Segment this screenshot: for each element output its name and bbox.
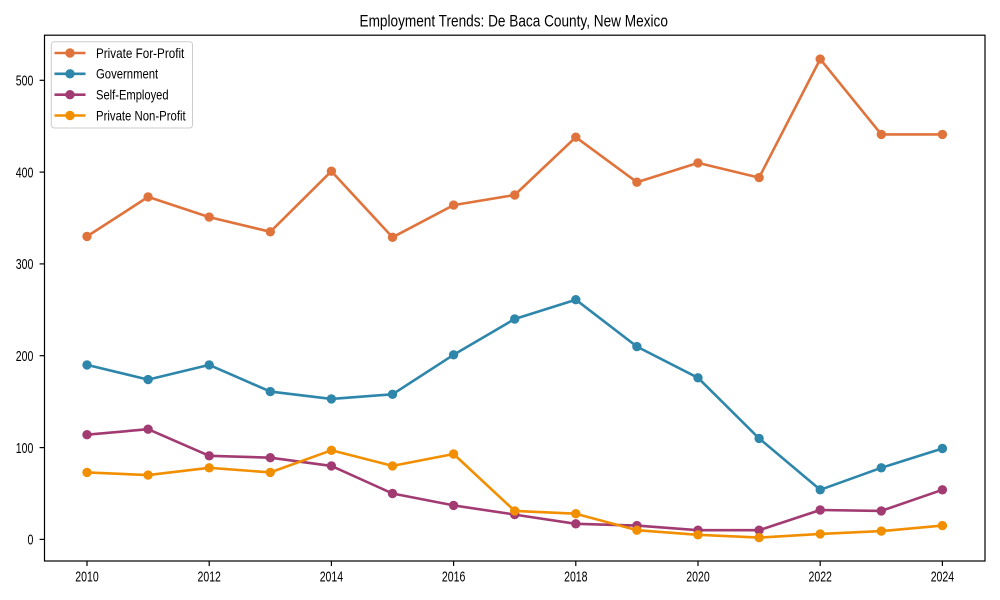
svg-text:500: 500 — [16, 74, 34, 90]
svg-text:0: 0 — [28, 533, 34, 549]
svg-text:Private For-Profit: Private For-Profit — [96, 46, 184, 61]
svg-text:Private Non-Profit: Private Non-Profit — [96, 108, 186, 123]
svg-text:2016: 2016 — [442, 570, 465, 586]
svg-text:400: 400 — [16, 165, 34, 181]
svg-text:Employment Trends: De Baca Cou: Employment Trends: De Baca County, New M… — [360, 13, 668, 31]
svg-text:2024: 2024 — [931, 570, 954, 586]
svg-text:2010: 2010 — [75, 570, 98, 586]
svg-text:2020: 2020 — [686, 570, 709, 586]
svg-text:2022: 2022 — [809, 570, 832, 586]
svg-text:Government: Government — [96, 67, 158, 82]
svg-text:Self-Employed: Self-Employed — [96, 88, 169, 103]
svg-text:2018: 2018 — [564, 570, 587, 586]
svg-text:100: 100 — [16, 441, 34, 457]
svg-text:200: 200 — [16, 349, 34, 365]
svg-text:300: 300 — [16, 257, 34, 273]
svg-text:2014: 2014 — [320, 570, 343, 586]
svg-text:2012: 2012 — [198, 570, 221, 586]
